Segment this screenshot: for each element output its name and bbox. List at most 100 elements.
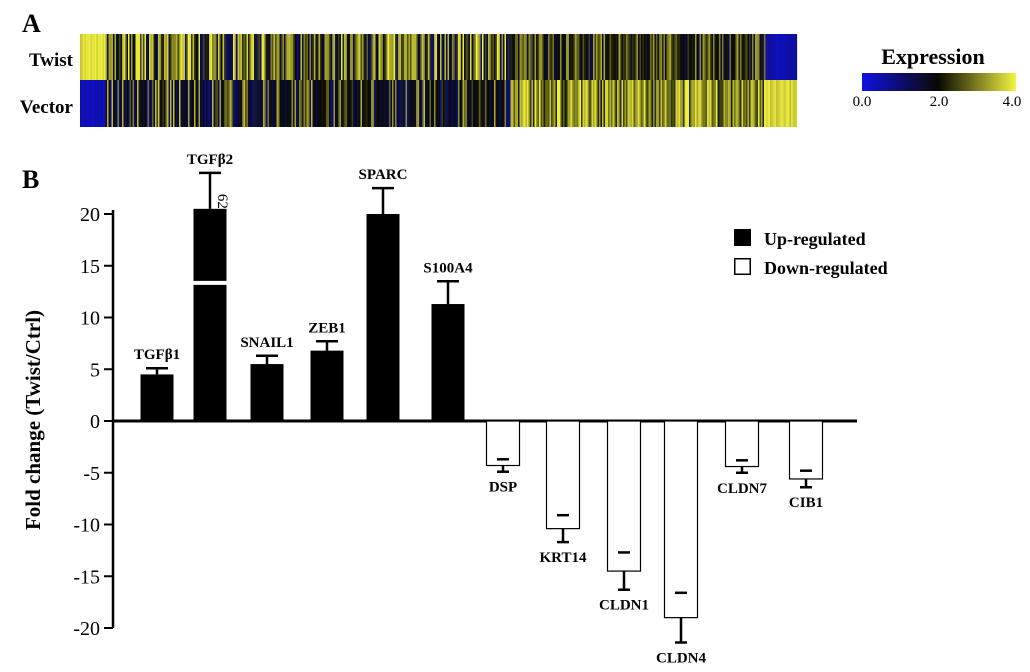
heatmap-cell-twist	[506, 34, 508, 80]
heatmap-cell-vector	[278, 80, 280, 127]
heatmap-cell-twist	[579, 34, 582, 80]
heatmap-cell-twist	[633, 34, 636, 80]
heatmap-cell-twist	[339, 34, 342, 80]
heatmap-cell-twist	[735, 34, 738, 80]
heatmap-cell-vector	[476, 80, 478, 127]
heatmap-cell-vector	[384, 80, 387, 127]
heatmap-cell-twist	[654, 34, 657, 80]
heatmap-cell-vector	[749, 80, 751, 127]
heatmap-cell-twist	[261, 34, 264, 80]
heatmap-cell-twist	[408, 34, 411, 80]
heatmap-cell-twist	[482, 34, 484, 80]
heatmap-cell-twist	[144, 34, 147, 80]
heatmap-cell-vector	[173, 80, 175, 127]
bar-SNAIL1	[250, 364, 284, 421]
heatmap-cell-twist	[791, 34, 793, 80]
heatmap-cell-twist	[522, 34, 525, 80]
heatmap-cell-twist	[548, 34, 550, 80]
heatmap-cell-twist	[681, 34, 684, 80]
heatmap-cell-twist	[785, 34, 787, 80]
expression-tick-mid: 2.0	[930, 94, 949, 110]
heatmap-cell-twist	[191, 34, 193, 80]
heatmap-cell-twist	[198, 34, 201, 80]
heatmap-cell-vector	[195, 80, 198, 127]
heatmap-cell-vector	[494, 80, 496, 127]
heatmap-cell-vector	[542, 80, 544, 127]
heatmap-cell-vector	[231, 80, 234, 127]
heatmap-cell-vector	[432, 80, 435, 127]
heatmap-cell-twist	[513, 34, 516, 80]
heatmap-cell-vector	[596, 80, 598, 127]
heatmap-cell-twist	[260, 34, 262, 80]
heatmap-cell-vector	[525, 80, 528, 127]
heatmap-cell-twist	[698, 34, 700, 80]
heatmap-cell-twist	[102, 34, 105, 80]
heatmap-cell-vector	[671, 80, 673, 127]
heatmap-cell-vector	[197, 80, 199, 127]
y-tick-label: 15	[80, 256, 100, 278]
heatmap-cell-twist	[368, 34, 370, 80]
heatmap-cell-twist	[96, 34, 99, 80]
heatmap-cell-vector	[84, 80, 87, 127]
heatmap-cell-twist	[446, 34, 448, 80]
heatmap-cell-vector	[117, 80, 120, 127]
heatmap-cell-twist	[645, 34, 648, 80]
heatmap-cell-vector	[419, 80, 421, 127]
heatmap-cell-vector	[362, 80, 364, 127]
heatmap-cell-vector	[731, 80, 733, 127]
heatmap-cell-vector	[548, 80, 550, 127]
heatmap-cell-vector	[474, 80, 477, 127]
heatmap-cell-vector	[189, 80, 192, 127]
heatmap-cell-twist	[435, 34, 438, 80]
heatmap-cell-twist	[525, 34, 528, 80]
heatmap-cell-vector	[551, 80, 553, 127]
heatmap-cell-vector	[200, 80, 202, 127]
heatmap-cell-twist	[651, 34, 654, 80]
heatmap-cell-twist	[192, 34, 195, 80]
heatmap-cell-twist	[734, 34, 736, 80]
heatmap-cell-vector	[674, 80, 676, 127]
heatmap-cell-twist	[105, 34, 108, 80]
heatmap-cell-twist	[299, 34, 301, 80]
heatmap-cell-vector	[629, 80, 631, 127]
heatmap-cell-vector	[216, 80, 219, 127]
heatmap-cell-vector	[122, 80, 124, 127]
heatmap-cell-vector	[765, 80, 768, 127]
heatmap-cell-twist	[479, 34, 481, 80]
heatmap-cell-vector	[158, 80, 160, 127]
heatmap-cell-twist	[689, 34, 691, 80]
heatmap-cell-twist	[182, 34, 184, 80]
heatmap-cell-vector	[698, 80, 700, 127]
heatmap-cell-twist	[507, 34, 510, 80]
heatmap-cell-vector	[657, 80, 660, 127]
heatmap-cell-twist	[309, 34, 312, 80]
heatmap-cell-vector	[684, 80, 687, 127]
heatmap-cell-twist	[240, 34, 243, 80]
heatmap-cell-vector	[519, 80, 522, 127]
heatmap-cell-vector	[221, 80, 223, 127]
heatmap-cell-vector	[348, 80, 351, 127]
legend-up-label: Up-regulated	[764, 229, 866, 249]
heatmap-cell-vector	[266, 80, 268, 127]
heatmap-cell-vector	[228, 80, 231, 127]
heatmap-cell-twist	[335, 34, 337, 80]
heatmap-cell-twist	[531, 34, 534, 80]
heatmap-cell-vector	[491, 80, 493, 127]
y-tick-label: 10	[80, 308, 100, 330]
heatmap-cell-twist	[450, 34, 453, 80]
heatmap-cell-twist	[281, 34, 283, 80]
heatmap-cell-twist	[641, 34, 643, 80]
heatmap-cell-twist	[248, 34, 250, 80]
heatmap-cell-twist	[473, 34, 475, 80]
heatmap-cell-twist	[176, 34, 178, 80]
heatmap-cell-vector	[282, 80, 285, 127]
heatmap-cell-twist	[116, 34, 118, 80]
heatmap-cell-vector	[603, 80, 606, 127]
heatmap-cell-vector	[293, 80, 295, 127]
heatmap-cell-twist	[276, 34, 279, 80]
heatmap-cell-twist	[128, 34, 130, 80]
heatmap-cell-twist	[603, 34, 606, 80]
heatmap-cell-vector	[741, 80, 744, 127]
heatmap-cell-twist	[567, 34, 570, 80]
heatmap-cell-vector	[378, 80, 381, 127]
